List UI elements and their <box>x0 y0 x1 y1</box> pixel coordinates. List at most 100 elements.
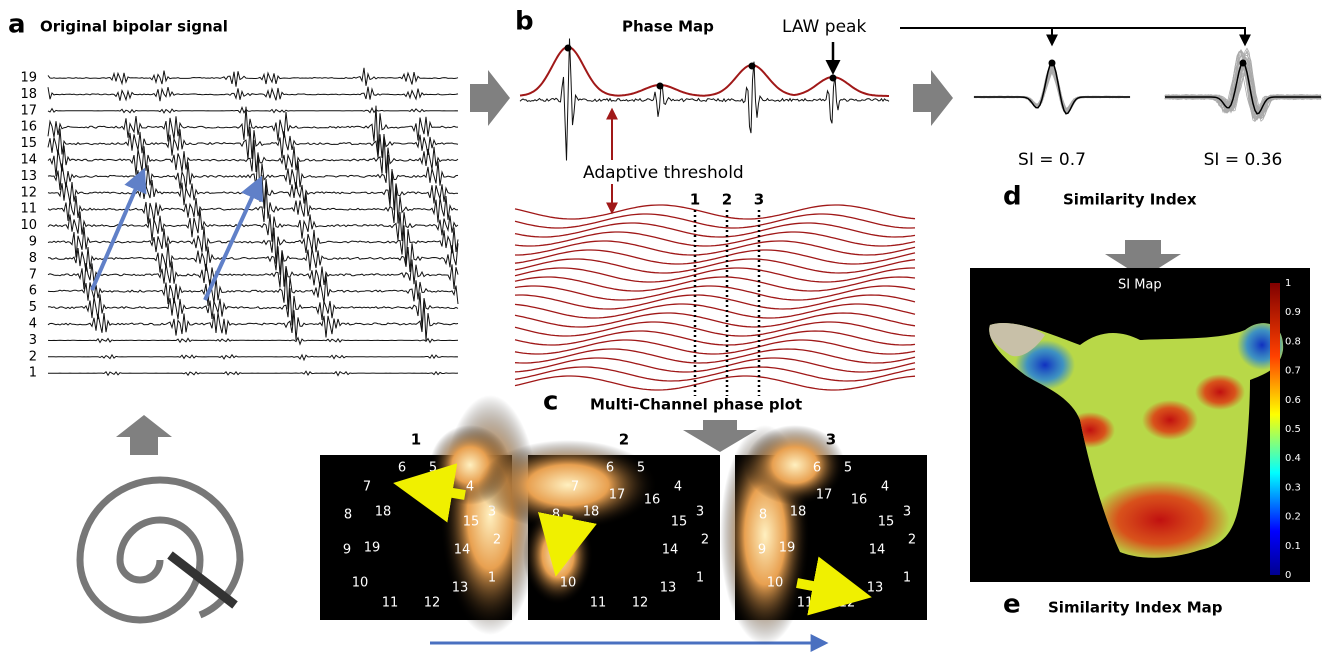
electrode-label: 12 <box>424 596 441 611</box>
signal-trace <box>48 68 458 87</box>
electrode-label: 3 <box>903 505 911 520</box>
si-map-title: SI Map <box>1118 278 1162 293</box>
waveform <box>974 68 1130 110</box>
si-label: SI = 0.7 <box>1018 150 1086 170</box>
panel-title: Original bipolar signal <box>40 18 228 36</box>
signal-trace <box>48 184 458 223</box>
colorbar-tick: 0.8 <box>1285 336 1301 347</box>
peak-dot <box>657 83 664 90</box>
electrode-label: 2 <box>908 533 916 548</box>
channel-label: 10 <box>20 218 37 233</box>
phase-line <box>515 322 915 336</box>
electrode-label: 1 <box>488 571 496 586</box>
panel-title: Similarity Index Map <box>1048 599 1223 617</box>
electrode-label: 10 <box>767 576 784 591</box>
signal-trace <box>48 355 458 360</box>
electrode-label: 18 <box>375 505 392 520</box>
electrode-label: 1 <box>696 571 704 586</box>
waveform <box>974 70 1130 111</box>
channel-label: 15 <box>20 136 37 151</box>
colorbar-tick: 0.7 <box>1285 366 1301 377</box>
electrode-label: 8 <box>344 508 352 523</box>
waveform <box>1165 63 1321 114</box>
electrode-label: 5 <box>429 461 437 476</box>
phase-line <box>515 304 915 318</box>
channel-label: 18 <box>20 87 37 102</box>
electrode-label: 4 <box>881 480 889 495</box>
phase-line <box>515 259 915 273</box>
waveform <box>974 69 1130 112</box>
si-map <box>970 268 1310 582</box>
signal-trace <box>48 338 458 345</box>
waveform <box>974 70 1130 111</box>
electrode-label: 11 <box>797 596 814 611</box>
waveform <box>974 70 1130 109</box>
electrode-label: 7 <box>571 480 579 495</box>
channel-label: 2 <box>29 349 37 364</box>
channel-label: 3 <box>29 333 37 348</box>
waveform <box>974 70 1130 110</box>
waveform <box>974 72 1130 108</box>
electrode-label: 18 <box>583 505 600 520</box>
electrode-label: 4 <box>674 480 682 495</box>
signal-trace <box>48 209 458 241</box>
plot-title: 1 <box>411 431 421 449</box>
waveform <box>1165 69 1321 110</box>
electrode-label: 7 <box>363 480 371 495</box>
panel-letter: a <box>8 10 26 40</box>
panel-title: Phase Map <box>622 18 714 36</box>
channel-label: 7 <box>29 267 37 282</box>
colorbar-tick: 0.9 <box>1285 307 1301 318</box>
colorbar-tick: 0.2 <box>1285 512 1301 523</box>
signal-trace <box>48 250 458 289</box>
waveform <box>974 68 1130 111</box>
signal-trace <box>48 288 458 329</box>
waveform <box>974 69 1130 110</box>
panel-title: Multi-Channel phase plot <box>590 396 802 414</box>
electrode-label: 5 <box>844 461 852 476</box>
colorbar-tick: 0 <box>1285 570 1291 581</box>
colorbar-tick: 0.3 <box>1285 482 1301 493</box>
channel-label: 19 <box>20 71 37 86</box>
electrode-label: 17 <box>609 488 626 503</box>
electrode-label: 8 <box>759 508 767 523</box>
catheter-icon <box>80 480 240 620</box>
plot-title: 2 <box>619 431 629 449</box>
threshold-label: Adaptive threshold <box>583 163 744 183</box>
panel-letter: c <box>543 387 558 417</box>
electrode-label: 14 <box>662 543 679 558</box>
waveform <box>974 71 1130 110</box>
peak-dot <box>830 75 837 82</box>
electrode-label: 10 <box>560 576 577 591</box>
colorbar-tick: 0.4 <box>1285 453 1301 464</box>
waveform <box>974 71 1130 110</box>
waveform <box>1165 48 1321 118</box>
electrode-label: 6 <box>606 461 614 476</box>
signal-trace <box>48 107 458 113</box>
phase-line <box>515 349 915 363</box>
panel-letter: b <box>515 7 534 37</box>
peak-dot <box>749 63 756 70</box>
waveform <box>974 69 1130 111</box>
waveform <box>974 72 1130 108</box>
channel-label: 1 <box>29 366 37 381</box>
electrode-label: 10 <box>352 576 369 591</box>
peak-dot <box>1240 60 1247 67</box>
electrode-label: 12 <box>632 596 649 611</box>
electrode-label: 11 <box>382 596 399 611</box>
peak-dot <box>1049 60 1056 67</box>
channel-label: 16 <box>20 120 37 135</box>
phase-line <box>515 358 915 372</box>
peak-label: LAW peak <box>782 17 866 37</box>
electrode-label: 3 <box>696 505 704 520</box>
electrode-label: 15 <box>463 515 480 530</box>
channel-label: 11 <box>20 202 37 217</box>
channel-label: 14 <box>20 153 37 168</box>
electrode-label: 19 <box>364 541 381 556</box>
waveform <box>1165 64 1321 115</box>
waveform <box>974 72 1130 110</box>
phase-line <box>515 295 915 309</box>
channel-label: 13 <box>20 169 37 184</box>
waveform <box>1165 64 1321 113</box>
electrode-label: 4 <box>466 480 474 495</box>
